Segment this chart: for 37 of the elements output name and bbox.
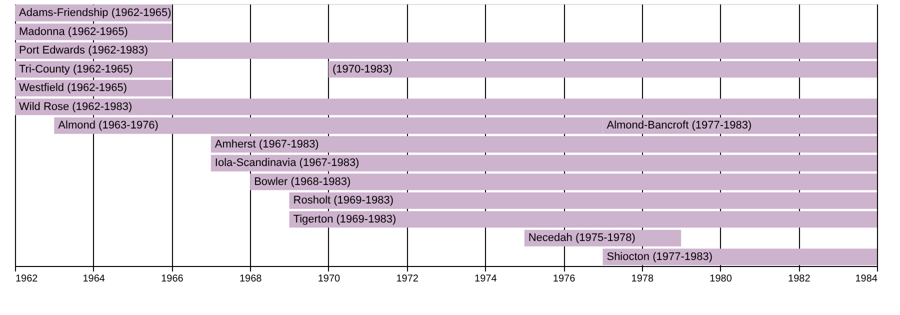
data-label: Shiocton (1977-1983) xyxy=(606,250,713,263)
data-label: Westfield (1962-1965) xyxy=(19,82,128,94)
x-tick-label: 1984 xyxy=(855,274,878,284)
data-label: Iola-Scandinavia (1967-1983) xyxy=(214,157,360,170)
data-label: Madonna (1962-1965) xyxy=(19,26,128,38)
x-tick-label: 1982 xyxy=(788,274,811,284)
x-tick-label: 1962 xyxy=(16,274,38,284)
bar xyxy=(210,136,877,153)
bar xyxy=(250,174,877,190)
data-label: Amherst (1967-1983) xyxy=(214,138,319,150)
x-tick-label: 1966 xyxy=(161,274,184,284)
x-tick-label: 1976 xyxy=(552,274,576,284)
x-tick-label: 1972 xyxy=(396,274,419,284)
bar xyxy=(15,42,877,59)
data-label: Wild Rose (1962-1983) xyxy=(19,100,132,113)
bar xyxy=(328,61,877,78)
data-label: Adams-Friendship (1962-1965) xyxy=(19,7,172,20)
data-label: Almond (1963-1976) xyxy=(58,120,158,132)
x-tick-label: 1980 xyxy=(710,274,732,284)
bar xyxy=(602,248,877,266)
x-tick-label: 1974 xyxy=(474,274,498,284)
data-label: Bowler (1968-1983) xyxy=(254,176,351,188)
data-label: Tri-County (1962-1965) xyxy=(19,63,133,76)
bar xyxy=(15,98,877,116)
data-label: Almond-Bancroft (1977-1983) xyxy=(606,120,752,132)
x-tick-label: 1970 xyxy=(318,274,341,284)
data-label: Port Edwards (1962-1983) xyxy=(19,44,148,57)
x-tick-label: 1964 xyxy=(82,274,106,284)
bar xyxy=(210,154,877,172)
data-label: Necedah (1975-1978) xyxy=(528,232,636,244)
data-label: Tigerton (1969-1983) xyxy=(293,213,396,226)
bar xyxy=(289,192,877,209)
data-label: (1970-1983) xyxy=(332,63,392,76)
x-tick-label: 1978 xyxy=(631,274,654,284)
bar xyxy=(289,211,877,228)
x-tick-label: 1968 xyxy=(239,274,262,284)
data-label: Rosholt (1969-1983) xyxy=(293,194,394,207)
